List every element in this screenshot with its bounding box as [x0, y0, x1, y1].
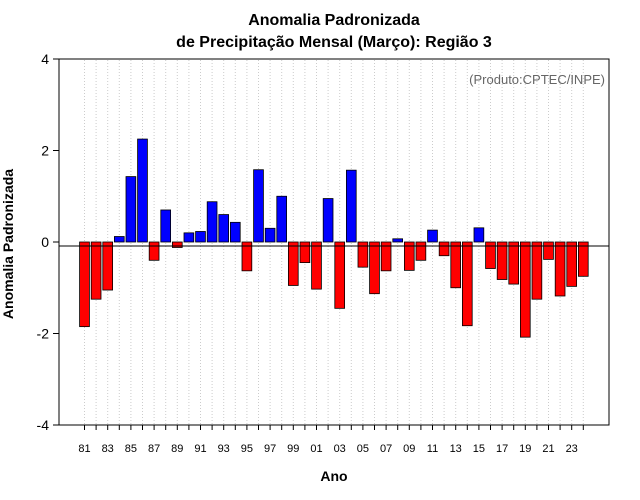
y-tick-label: -4 [37, 417, 50, 433]
bar-14 [461, 241, 473, 327]
x-axis: 81 83 85 87 89 91 93 95 97 99 01 03 05 07 09 11 13 15 17 19… [78, 425, 584, 455]
x-tick-label: 97 [264, 443, 276, 455]
bar-18 [508, 241, 519, 285]
x-tick-label: 93 [218, 443, 230, 455]
bar-88 [160, 209, 172, 243]
x-tick-label: 11 [427, 443, 438, 455]
y-tick-label: 4 [41, 51, 49, 67]
bar-96 [253, 169, 264, 243]
bar-93 [218, 214, 230, 243]
bar-09 [403, 241, 415, 271]
bar-95 [241, 241, 253, 272]
bar-91 [195, 231, 206, 243]
bar-13 [450, 241, 461, 289]
y-axis-label: Anomalia Padronizada [0, 169, 16, 319]
x-tick-label: 05 [357, 443, 369, 455]
bar-87 [148, 241, 160, 261]
bar-97 [264, 227, 276, 243]
x-tick-label: 89 [171, 443, 183, 455]
bar-85 [125, 176, 137, 243]
x-tick-label: 01 [310, 443, 322, 455]
chart-title-line-1: Anomalia Padronizada [248, 12, 420, 29]
bar-10 [415, 241, 427, 261]
bar-19 [520, 241, 531, 338]
bar-01 [311, 241, 322, 290]
bar-94 [229, 221, 241, 243]
x-tick-label: 81 [78, 443, 90, 455]
x-tick-label: 99 [287, 443, 299, 455]
bar-89 [171, 241, 183, 248]
bar-03 [334, 241, 345, 309]
bar-06 [369, 241, 380, 295]
x-tick-label: 03 [334, 443, 346, 455]
bar-82 [90, 241, 102, 300]
x-tick-label: 13 [450, 443, 462, 455]
bar-99 [287, 241, 299, 286]
bar-16 [485, 241, 496, 269]
x-tick-label: 87 [148, 443, 160, 455]
bar-90 [183, 232, 195, 243]
y-axis: -4 -2 0 2 4 [37, 51, 60, 433]
bars [79, 138, 589, 338]
bar-81 [79, 241, 90, 328]
bar-05 [357, 241, 369, 268]
x-axis-label: Ano [320, 468, 347, 484]
x-tick-label: 83 [102, 443, 114, 455]
bar-17 [496, 241, 508, 280]
x-tick-label: 09 [403, 443, 415, 455]
bar-07 [380, 241, 392, 272]
bar-20 [531, 241, 543, 300]
bar-84 [114, 236, 125, 243]
bar-92 [206, 201, 218, 243]
vertical-gridlines [84, 60, 584, 424]
bar-08 [392, 238, 403, 243]
bar-04 [345, 169, 357, 243]
bar-24 [578, 241, 589, 277]
y-tick-label: 2 [41, 143, 49, 159]
bar-00 [299, 241, 311, 263]
x-tick-label: 91 [194, 443, 206, 455]
y-tick-label: -2 [37, 326, 50, 342]
bar-83 [102, 241, 114, 291]
chart-title-line-2: de Precipitação Mensal (Março): Região 3 [176, 34, 492, 51]
bar-12 [438, 241, 450, 257]
x-tick-label: 17 [496, 443, 508, 455]
bar-15 [473, 227, 485, 243]
x-tick-label: 19 [519, 443, 531, 455]
x-tick-label: 15 [473, 443, 485, 455]
credit-text: (Produto:CPTEC/INPE) [469, 72, 605, 87]
bar-22 [554, 241, 566, 297]
bar-86 [137, 138, 148, 243]
y-tick-label: 0 [41, 234, 49, 250]
x-tick-label: 21 [542, 443, 554, 455]
bar-21 [543, 241, 554, 260]
x-tick-label: 95 [241, 443, 253, 455]
bar-23 [566, 241, 577, 287]
bar-11 [427, 229, 438, 243]
bar-02 [322, 198, 334, 243]
x-tick-label: 85 [125, 443, 137, 455]
bar-98 [276, 195, 287, 243]
x-tick-label: 23 [566, 443, 578, 455]
x-tick-label: 07 [380, 443, 392, 455]
